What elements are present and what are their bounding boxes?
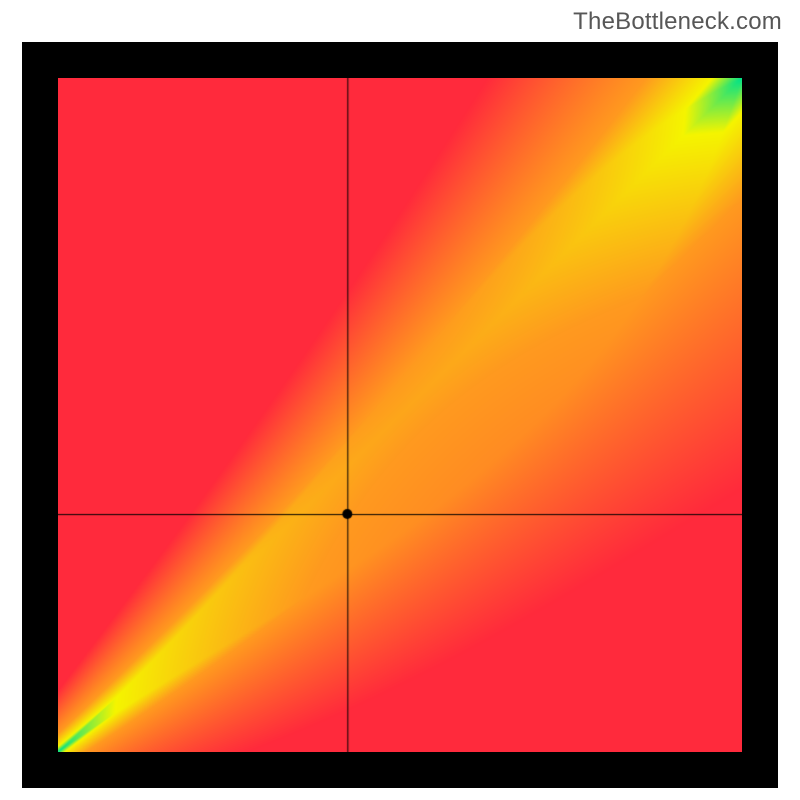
watermark-text: TheBottleneck.com: [573, 8, 782, 36]
bottleneck-heatmap: [58, 78, 742, 752]
chart-container: TheBottleneck.com: [0, 0, 800, 800]
